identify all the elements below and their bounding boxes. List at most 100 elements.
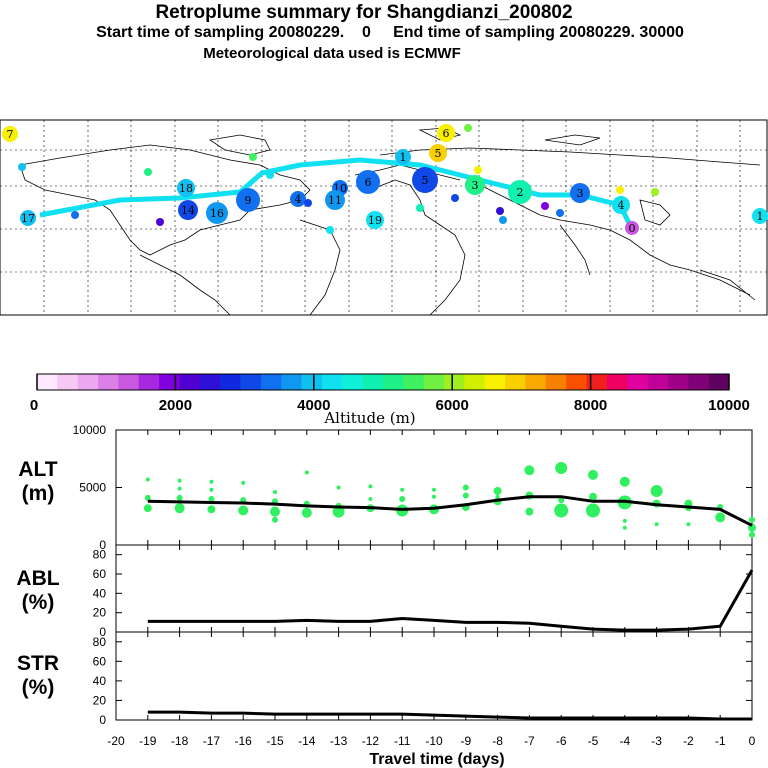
colorbar-swatch-10 [240, 374, 262, 390]
colorbar-swatch-24 [525, 374, 547, 390]
alt-point-44 [555, 461, 568, 474]
alt-point-10 [209, 479, 214, 484]
colorbar-tick-label-5: 10000 [708, 397, 750, 414]
plume-point-label-2: 5 [435, 147, 442, 160]
x-axis: -20 -19 -18 -17 -16 -15 -14 -13 -12 -11 -10 -9 -8 -7-… [107, 734, 755, 748]
alt-point-21 [332, 505, 345, 518]
plume-point-label-20: 1 [400, 151, 407, 164]
coastline [418, 127, 462, 141]
alt-point-54 [654, 522, 659, 527]
abl-unit: (%) [22, 591, 55, 614]
colorbar-swatch-9 [220, 374, 241, 390]
alt-point-50 [622, 525, 627, 530]
plume-point-7 [206, 202, 228, 224]
alt-point-46 [589, 492, 597, 501]
colorbar-swatch-3 [98, 374, 119, 390]
abl-ytick-label-4: 80 [93, 548, 107, 562]
alt-point-58 [715, 512, 726, 523]
plume-point-label-12: 9 [245, 194, 252, 207]
plume-point-label-6: 1 [757, 210, 764, 223]
colorbar-swatch-5 [138, 374, 160, 390]
colorbar-swatch-7 [179, 374, 201, 390]
plume-point-4 [570, 183, 590, 203]
colorbar-swatch-30 [647, 374, 669, 390]
colorbar-tick-label-2: 4000 [297, 397, 330, 414]
colorbar-swatch-11 [260, 374, 282, 390]
plume-point-1 [437, 124, 455, 142]
alt-point-2 [145, 477, 150, 482]
alt-point-28 [399, 496, 406, 502]
plume-point-10 [178, 200, 198, 220]
alt-point-25 [368, 497, 373, 501]
str-ytick-label-1: 20 [93, 693, 107, 707]
plume-point-label-9: 17 [21, 212, 35, 225]
plume-point-small-14 [326, 226, 334, 234]
colorbar-swatch-0 [37, 374, 58, 390]
met-data-note: Meteorological data used is ECMWF [203, 45, 461, 62]
plume-point-16 [356, 170, 380, 194]
alt-point-14 [270, 506, 280, 517]
alt-point-9 [209, 487, 214, 492]
alt-point-42 [554, 503, 569, 518]
plume-point-label-4: 3 [577, 187, 584, 200]
alt-point-8 [208, 496, 215, 502]
colorbar-swatch-26 [566, 374, 587, 390]
plume-point-13 [325, 190, 345, 210]
plume-point-small-15 [249, 153, 257, 161]
alt-label: ALT [18, 458, 57, 481]
x-tick-label-9: -11 [394, 734, 411, 748]
alt-point-31 [432, 494, 436, 499]
colorbar-swatch-17 [383, 374, 404, 390]
plume-point-5 [508, 180, 532, 204]
str-panel: 0 20 40 60 80 [93, 631, 753, 727]
alt-ytick-label-0: 0 [99, 538, 106, 552]
colorbar-swatch-16 [362, 374, 384, 390]
str-ytick-label-2: 40 [93, 674, 107, 688]
plume-point-small-1 [144, 168, 152, 176]
alt-point-60 [749, 531, 755, 538]
alt-point-6 [177, 478, 182, 483]
str-ytick-label-3: 60 [93, 654, 107, 668]
plume-point-9 [20, 210, 36, 226]
colorbar-label: Altitude (m) [323, 409, 415, 427]
colorbar-swatch-33 [708, 374, 730, 390]
plume-point-2 [429, 144, 447, 162]
str-ytick-label-0: 0 [99, 713, 106, 727]
x-tick-label-15: -5 [588, 734, 599, 748]
x-tick-label-6: -14 [298, 734, 316, 748]
alt-ytick-label-1: 5000 [79, 481, 106, 495]
plume-point-label-8: 18 [179, 182, 193, 195]
alt-point-35 [462, 484, 469, 491]
plume-point-label-3: 4 [618, 199, 625, 212]
colorbar-swatch-13 [301, 374, 323, 390]
alt-point-32 [432, 487, 436, 492]
plume-point-3 [612, 196, 630, 214]
x-tick-label-20: 0 [749, 734, 756, 748]
alt-point-11 [238, 505, 249, 516]
plume-point-label-1: 6 [443, 127, 450, 140]
abl-panel: 0 20 40 60 80 [93, 544, 754, 639]
x-tick-label-14: -6 [556, 734, 567, 748]
x-tick-label-5: -15 [266, 734, 284, 748]
plume-point-19 [290, 191, 306, 207]
plume-point-small-12 [651, 188, 659, 196]
plume-point-17 [412, 167, 438, 193]
colorbar-tick-label-0: 0 [30, 397, 38, 414]
alt-point-5 [177, 486, 182, 491]
colorbar-tick-label-4: 8000 [574, 397, 607, 414]
alt-point-7 [207, 505, 216, 514]
colorbar-swatch-28 [606, 374, 628, 390]
plume-point-label-17: 5 [422, 174, 429, 187]
str-ytick-label-4: 80 [93, 635, 107, 649]
str-label: STR [17, 652, 59, 675]
plume-point-label-18: 3 [472, 179, 479, 192]
alt-point-34 [462, 492, 469, 499]
plume-point-small-7 [496, 207, 504, 215]
colorbar-swatch-27 [586, 374, 608, 390]
x-tick-label-10: -10 [425, 734, 443, 748]
alt-point-0 [143, 504, 152, 513]
x-tick-label-19: -1 [715, 734, 726, 748]
